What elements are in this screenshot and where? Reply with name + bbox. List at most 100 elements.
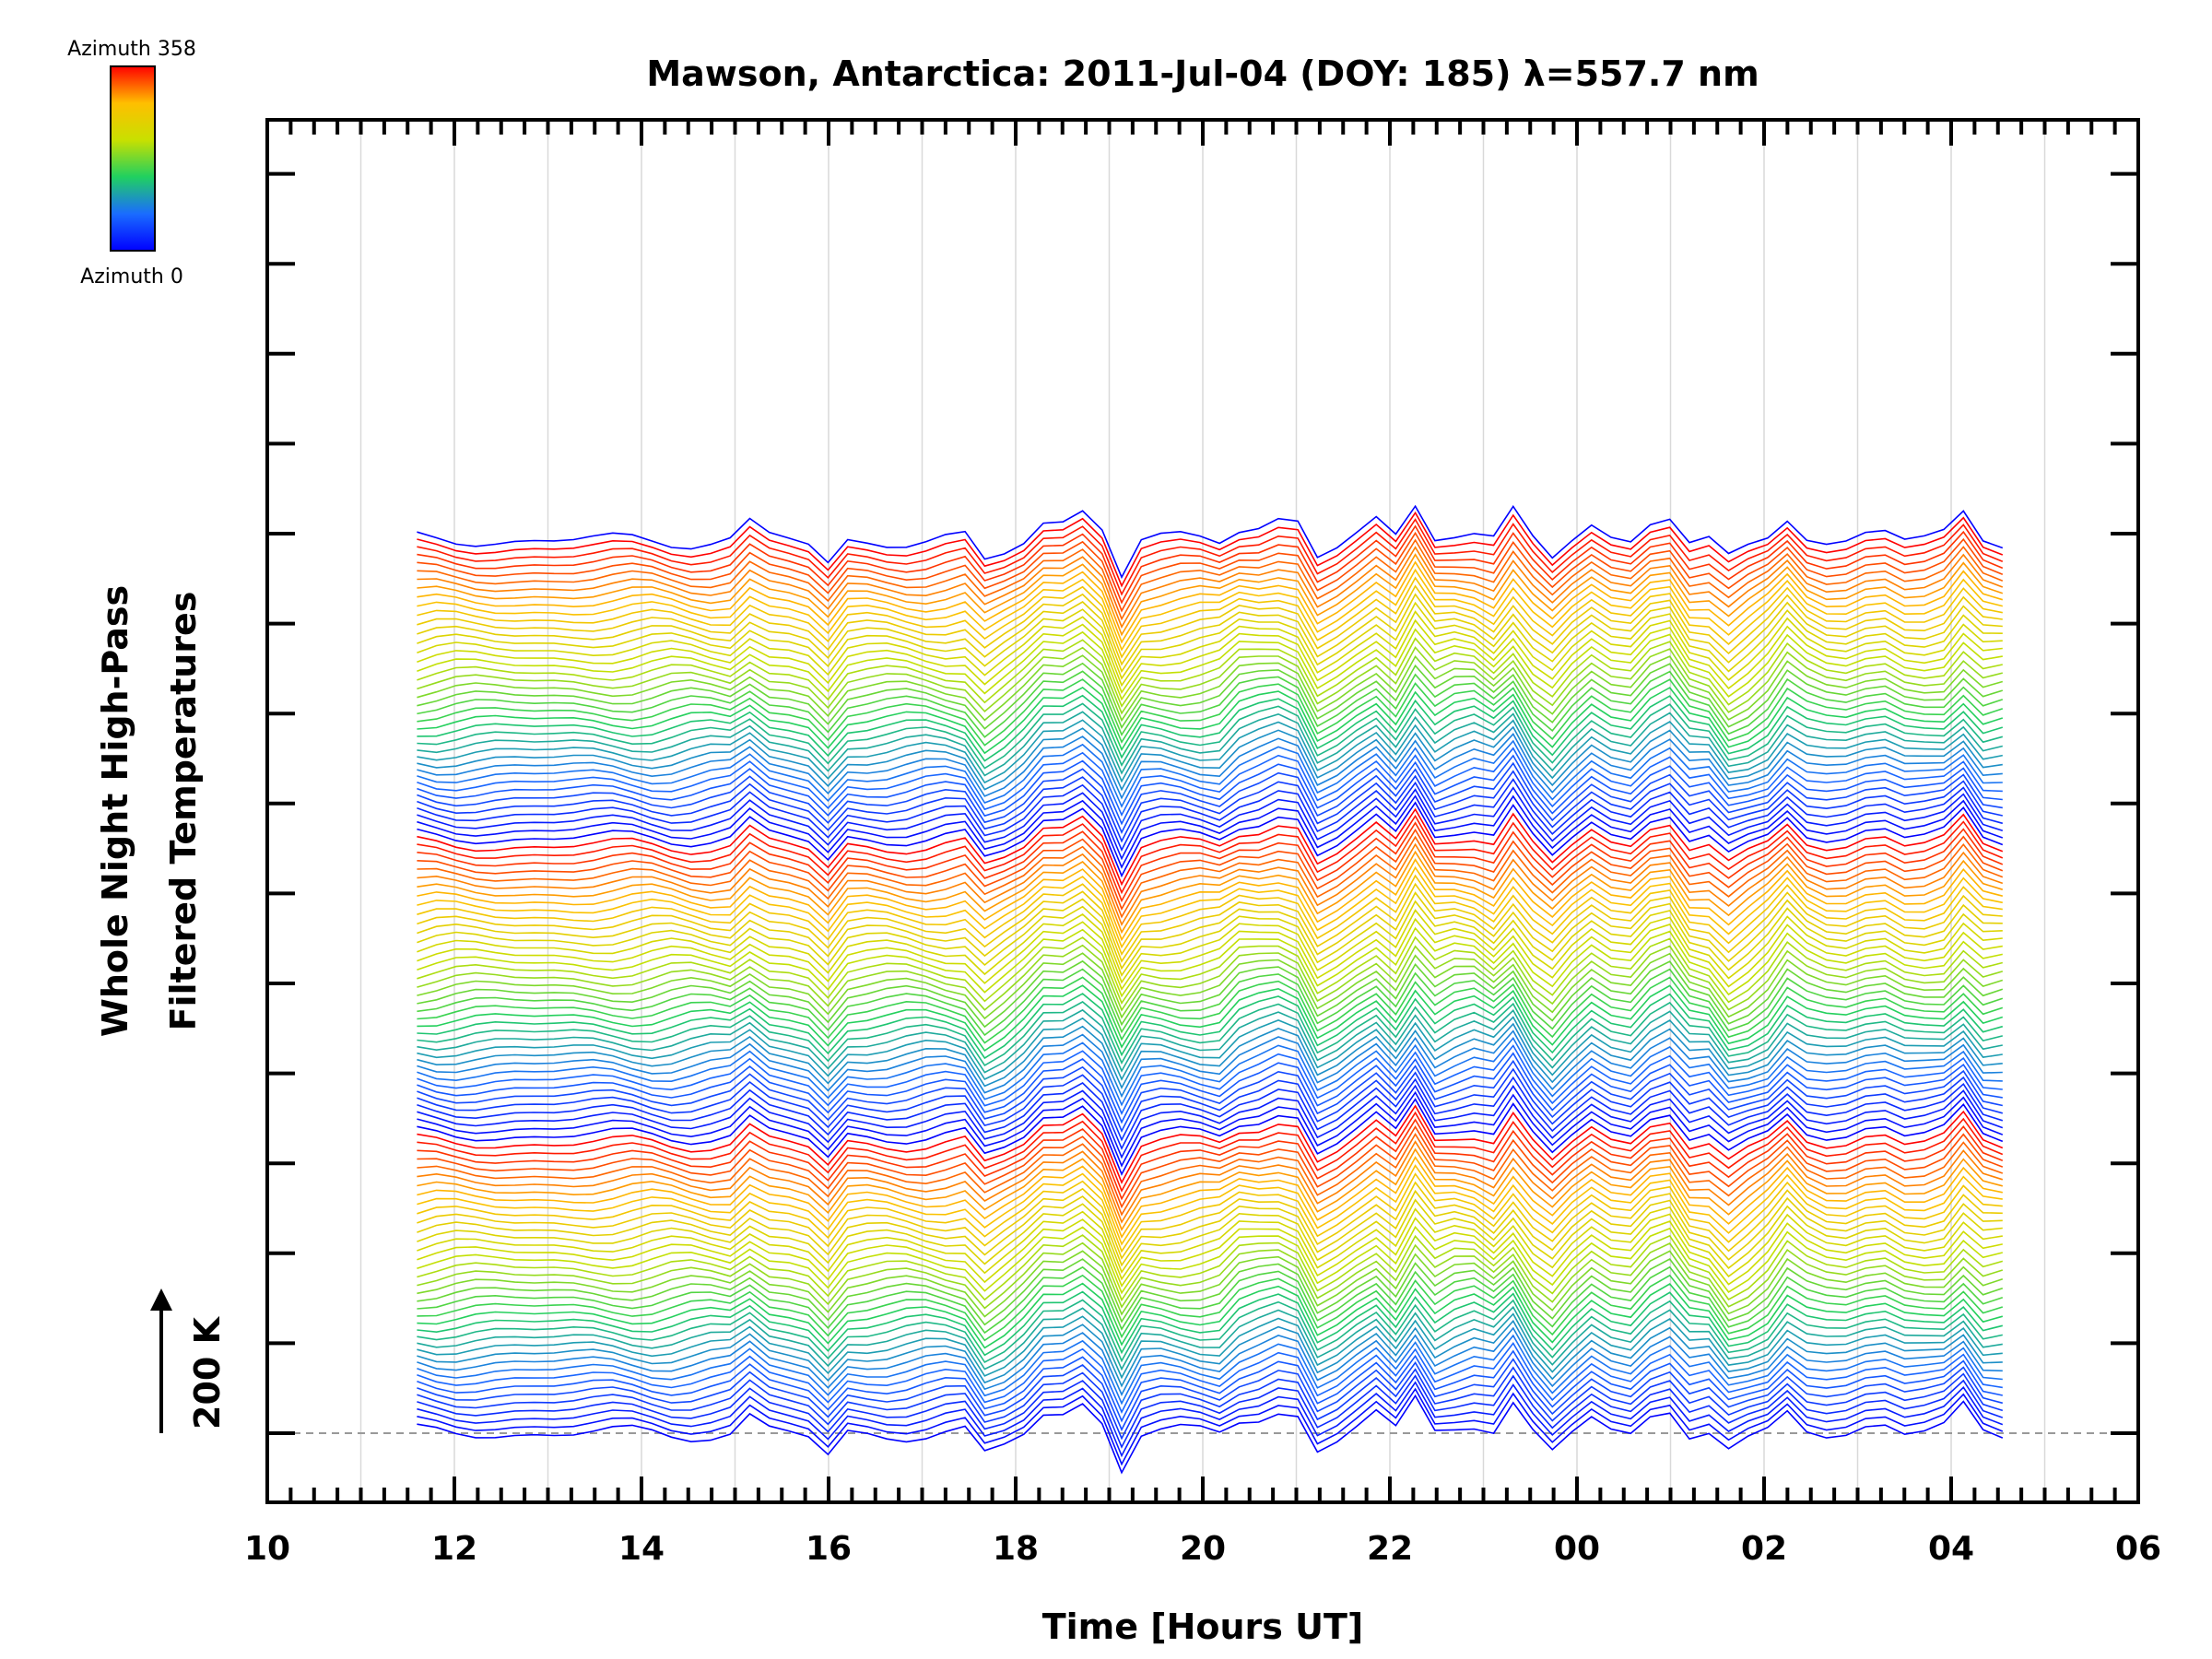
series-line: [417, 882, 2003, 963]
series-line: [417, 754, 2003, 826]
scale-label: 200 K: [187, 1315, 228, 1430]
series-line: [417, 1156, 2003, 1239]
series-line: [417, 1234, 2004, 1302]
series-line: [417, 1374, 2004, 1449]
colorbar-legend: Azimuth 358 Azimuth 0: [67, 38, 196, 288]
y-axis-label-line2: Filtered Temperatures: [163, 592, 204, 1031]
series-line: [417, 1030, 2003, 1099]
series-line: [417, 761, 2003, 834]
series-line: [417, 702, 2004, 770]
series-line: [417, 747, 2003, 818]
series-line: [417, 1067, 2004, 1142]
series-line: [417, 560, 2004, 644]
series-line: [417, 576, 2003, 659]
series-line: [417, 814, 2004, 895]
series-line: [417, 944, 2004, 1012]
scale-arrow: [150, 1288, 172, 1433]
series-line: [417, 850, 2004, 935]
series-line: [417, 1207, 2003, 1281]
series-line: [417, 1189, 2003, 1267]
series-line: [417, 1052, 2003, 1124]
x-tick-label: 18: [993, 1530, 1039, 1568]
series-line: [417, 1265, 2004, 1335]
series-line: [417, 993, 2004, 1060]
series-group: [417, 504, 2004, 1475]
series-line: [417, 900, 2003, 977]
series-line: [417, 531, 2004, 613]
series-line: [417, 1181, 2003, 1260]
x-tick-label: 04: [1928, 1530, 1974, 1568]
series-line: [417, 504, 2004, 580]
series-line: [417, 1076, 2004, 1150]
series-line: [417, 686, 2004, 755]
series-line: [417, 1250, 2004, 1318]
series-line: [417, 1226, 2003, 1295]
x-tick-label: 12: [431, 1530, 477, 1568]
x-tick-label: 06: [2115, 1530, 2161, 1568]
series-line: [417, 891, 2003, 971]
x-tick-label: 22: [1367, 1530, 1413, 1568]
series-line: [417, 662, 2004, 730]
series-line: [417, 1358, 2004, 1431]
series-line: [417, 628, 2003, 701]
series-line: [417, 1172, 2003, 1253]
series-line: [417, 1044, 2003, 1115]
series-line: [417, 1016, 2003, 1081]
series-line: [417, 935, 2003, 1005]
series-line: [417, 1133, 2004, 1217]
series-line: [417, 1022, 2003, 1089]
series-line: [417, 778, 2004, 852]
series-line: [417, 858, 2004, 942]
series-line: [417, 1037, 2003, 1107]
series-line: [417, 770, 2003, 843]
series-line: [417, 601, 2003, 680]
series-line: [417, 1084, 2004, 1159]
series-line: [417, 678, 2004, 747]
series-line: [417, 739, 2003, 808]
series-line: [417, 794, 2004, 869]
series-line: [417, 1111, 2004, 1193]
series-line: [417, 1001, 2003, 1066]
series-line: [417, 968, 2004, 1037]
series-line: [417, 1125, 2004, 1209]
x-tick-label: 00: [1554, 1530, 1600, 1568]
series-line: [417, 1274, 2004, 1342]
series-line: [417, 917, 2003, 991]
x-tick-label: 10: [244, 1530, 290, 1568]
series-line: [417, 1290, 2003, 1357]
series-line: [417, 1381, 2004, 1458]
series-line: [417, 711, 2003, 777]
series-line: [417, 1198, 2003, 1274]
series-line: [417, 546, 2004, 629]
series-line: [417, 1305, 2003, 1371]
series-line: [417, 725, 2003, 792]
series-line: [417, 984, 2004, 1053]
series-line: [417, 828, 2004, 911]
x-axis-label: Time [Hours UT]: [1042, 1606, 1364, 1647]
series-line: [417, 719, 2003, 784]
series-line: [417, 1341, 2003, 1414]
series-line: [417, 538, 2004, 621]
series-line: [417, 646, 2003, 715]
series-line: [417, 584, 2003, 666]
series-line: [417, 1326, 2003, 1396]
series-line: [417, 1118, 2004, 1201]
series-line: [417, 1164, 2003, 1246]
series-line: [417, 610, 2003, 688]
colorbar: [110, 65, 156, 252]
series-line: [417, 952, 2004, 1020]
series-line: [417, 1217, 2003, 1288]
grid-lines: [359, 120, 2046, 1502]
series-line: [417, 1098, 2004, 1176]
series-line: [417, 618, 2003, 694]
series-line: [417, 909, 2003, 984]
series-line: [417, 1394, 2004, 1475]
series-line: [417, 1299, 2003, 1364]
series-line: [417, 518, 2004, 596]
series-line: [417, 654, 2004, 723]
series-line: [417, 821, 2004, 903]
series-line: [417, 801, 2004, 878]
series-line: [417, 1140, 2004, 1224]
series-line: [417, 637, 2003, 708]
